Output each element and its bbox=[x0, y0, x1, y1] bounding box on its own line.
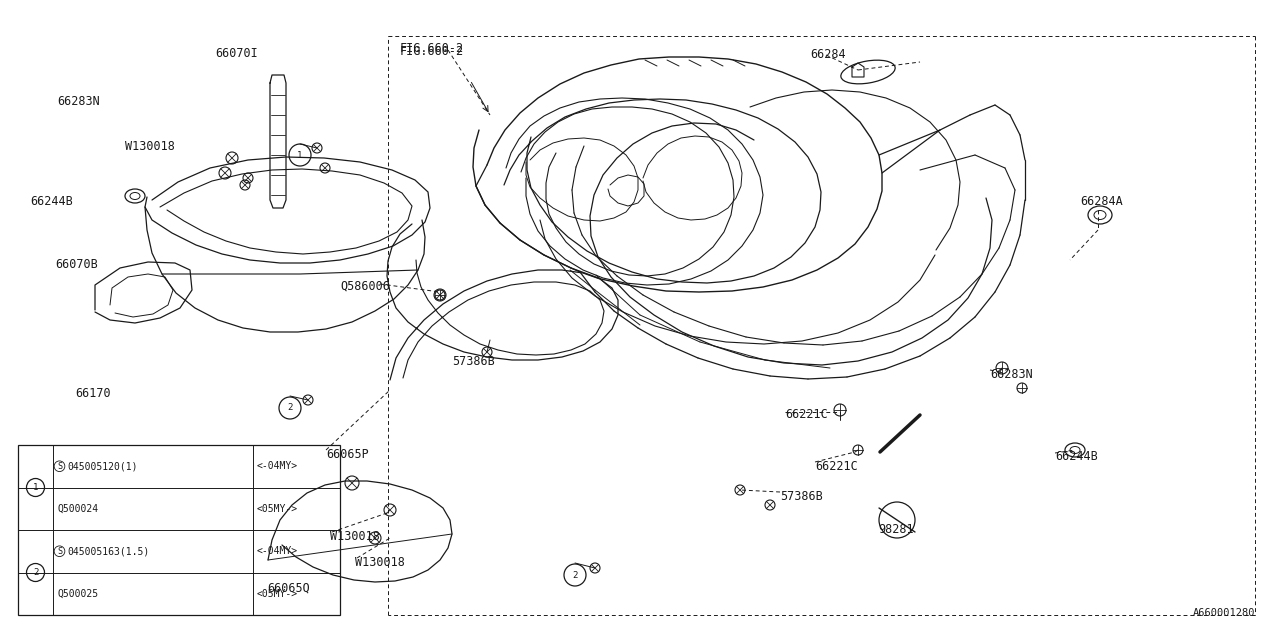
Text: 66065P: 66065P bbox=[326, 448, 369, 461]
Text: S: S bbox=[58, 461, 61, 471]
Text: 98281: 98281 bbox=[878, 523, 914, 536]
Text: 045005163(1.5): 045005163(1.5) bbox=[67, 547, 150, 556]
Text: <-04MY>: <-04MY> bbox=[257, 461, 298, 471]
Text: 045005120(1): 045005120(1) bbox=[67, 461, 137, 471]
Text: W130018: W130018 bbox=[330, 530, 380, 543]
Text: A660001280: A660001280 bbox=[1193, 608, 1254, 618]
Text: 66244B: 66244B bbox=[1055, 450, 1098, 463]
Text: <05MY->: <05MY-> bbox=[257, 589, 298, 599]
Text: 1: 1 bbox=[297, 150, 302, 159]
Text: FIG.660-2: FIG.660-2 bbox=[399, 45, 465, 58]
Text: 66283N: 66283N bbox=[989, 368, 1033, 381]
Text: 2: 2 bbox=[33, 568, 38, 577]
Text: W130018: W130018 bbox=[125, 140, 175, 153]
Text: 2: 2 bbox=[287, 403, 293, 413]
Text: 66170: 66170 bbox=[76, 387, 110, 400]
Text: 66065Q: 66065Q bbox=[268, 582, 310, 595]
Text: 2: 2 bbox=[572, 570, 577, 579]
Text: S: S bbox=[58, 547, 61, 556]
Text: <05MY->: <05MY-> bbox=[257, 504, 298, 514]
Text: 1: 1 bbox=[33, 483, 38, 492]
Text: 66221C: 66221C bbox=[785, 408, 828, 421]
Text: 66221C: 66221C bbox=[815, 460, 858, 473]
Text: 66070B: 66070B bbox=[55, 258, 97, 271]
Text: 66284A: 66284A bbox=[1080, 195, 1123, 208]
Text: 57386B: 57386B bbox=[780, 490, 823, 503]
Text: 66283N: 66283N bbox=[58, 95, 100, 108]
Text: 57386B: 57386B bbox=[452, 355, 495, 368]
Text: 66284: 66284 bbox=[810, 48, 846, 61]
Text: 66244B: 66244B bbox=[29, 195, 73, 208]
Text: Q500024: Q500024 bbox=[58, 504, 99, 514]
Text: W130018: W130018 bbox=[355, 556, 404, 569]
Text: <-04MY>: <-04MY> bbox=[257, 547, 298, 556]
Text: 66070I: 66070I bbox=[215, 47, 257, 60]
Text: FIG.660-2: FIG.660-2 bbox=[399, 42, 465, 55]
Text: Q500025: Q500025 bbox=[58, 589, 99, 599]
Bar bbox=[18, 445, 340, 615]
Text: Q586006: Q586006 bbox=[340, 280, 390, 293]
